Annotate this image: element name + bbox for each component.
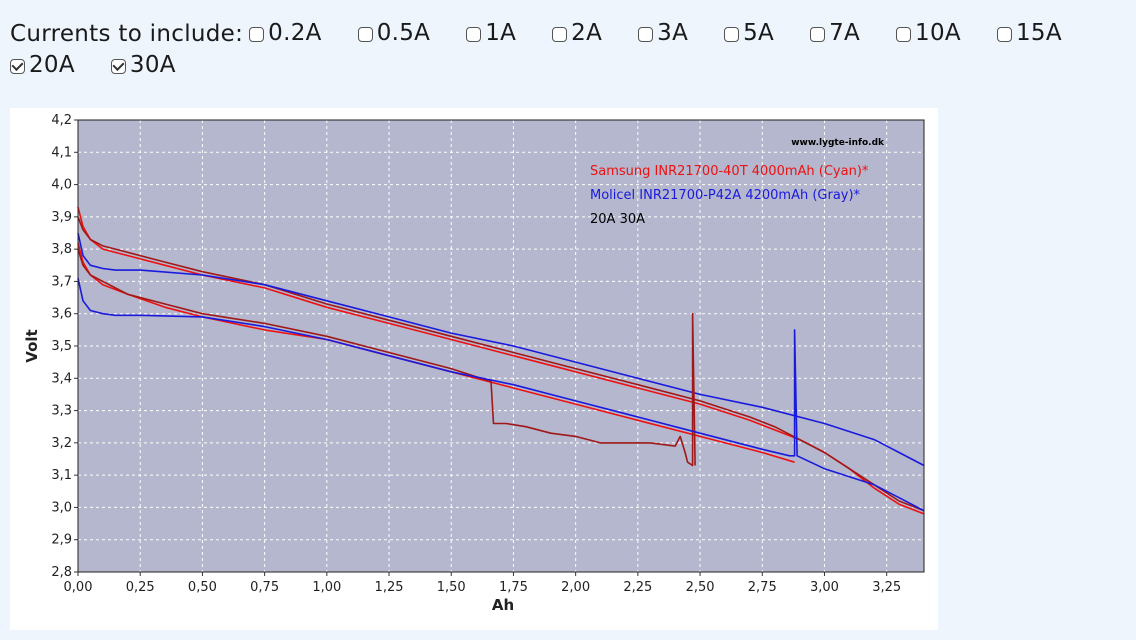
- current-option-2a[interactable]: 2A: [552, 18, 602, 49]
- checkbox-2a[interactable]: [552, 27, 568, 42]
- checkbox-label: 20A: [29, 52, 75, 78]
- current-option-15a[interactable]: 15A: [996, 18, 1062, 49]
- current-option-5a[interactable]: 5A: [724, 18, 774, 49]
- y-tick-label: 2,9: [51, 533, 72, 548]
- y-tick-label: 3,9: [51, 210, 72, 225]
- current-option-3a[interactable]: 3A: [638, 18, 688, 49]
- checkbox-20a[interactable]: [10, 59, 25, 74]
- checkbox-label: 30A: [129, 52, 176, 78]
- y-tick-label: 2,8: [51, 565, 72, 580]
- y-tick-label: 3,7: [51, 274, 72, 289]
- y-tick-label: 3,4: [51, 371, 72, 386]
- x-tick-label: 1,00: [312, 580, 341, 595]
- series-line-5: [77, 248, 696, 467]
- x-tick-label: 1,50: [437, 580, 466, 595]
- checkbox-label: 7A: [829, 20, 861, 46]
- current-option-0-2a[interactable]: 0.2A: [249, 18, 322, 49]
- x-tick-label: 0,50: [188, 580, 217, 595]
- current-option-7a[interactable]: 7A: [810, 18, 860, 49]
- current-option-10a[interactable]: 10A: [896, 18, 961, 49]
- checkbox-7a[interactable]: [810, 27, 826, 42]
- y-tick-label: 3,6: [51, 307, 72, 322]
- x-tick-label: 2,50: [686, 580, 715, 595]
- x-tick-label: 0,00: [64, 580, 93, 595]
- current-options: 0.2A 0.5A 1A 2A 3A 5A 7A 10A 15A 20A 30A: [10, 18, 1098, 81]
- y-tick-label: 3,5: [51, 339, 72, 354]
- x-tick-label: 3,00: [810, 580, 839, 595]
- checkbox-15a[interactable]: [996, 27, 1012, 42]
- checkbox-10a[interactable]: [896, 27, 912, 42]
- series-line-2: [77, 216, 925, 512]
- checkbox-label: 15A: [1015, 20, 1062, 46]
- watermark: www.lygte-info.dk: [791, 138, 885, 148]
- y-tick-label: 4,0: [51, 178, 72, 193]
- current-option-0-5a[interactable]: 0.5A: [357, 18, 431, 49]
- checkbox-label: 5A: [743, 20, 775, 46]
- checkbox-label: 10A: [915, 20, 961, 46]
- checkbox-label: 2A: [571, 20, 603, 46]
- x-tick-label: 2,25: [623, 580, 652, 595]
- checkbox-label: 3A: [657, 20, 689, 46]
- series-line-6: [77, 278, 925, 512]
- current-option-30a[interactable]: 30A: [110, 50, 176, 81]
- current-option-1a[interactable]: 1A: [466, 18, 516, 49]
- checkbox-0-5a[interactable]: [357, 27, 373, 42]
- checkbox-label: 0.5A: [376, 20, 431, 46]
- y-tick-label: 4,1: [51, 145, 72, 160]
- x-axis-label: Ah: [492, 596, 514, 614]
- x-tick-label: 2,75: [748, 580, 777, 595]
- x-tick-label: 1,75: [499, 580, 528, 595]
- filter-label: Currents to include:: [10, 21, 244, 47]
- checkbox-0-2a[interactable]: [249, 27, 265, 42]
- y-tick-label: 3,1: [51, 468, 72, 483]
- y-tick-label: 3,2: [51, 436, 72, 451]
- current-option-20a[interactable]: 20A: [10, 50, 75, 81]
- discharge-chart: 0,00 0,25 0,50 0,75 1,00 1,25 1,50 1,75 2,00 2,25…: [10, 108, 938, 630]
- checkbox-5a[interactable]: [724, 27, 740, 42]
- checkbox-label: 0.2A: [268, 20, 322, 46]
- checkbox-label: 1A: [485, 20, 517, 46]
- y-tick-label: 4,2: [51, 113, 72, 128]
- y-tick-label: 3,0: [51, 500, 72, 515]
- chart-svg: 0,00 0,25 0,50 0,75 1,00 1,25 1,50 1,75 2,00 2,25…: [23, 113, 925, 614]
- y-axis-label: Volt: [23, 329, 41, 362]
- x-tick-label: 1,25: [375, 580, 404, 595]
- x-tick-label: 0,75: [250, 580, 279, 595]
- legend-entry-3: 20A 30A: [590, 212, 645, 227]
- legend-entry-1: Samsung INR21700-40T 4000mAh (Cyan)*: [590, 164, 869, 179]
- x-tick-label: 2,00: [561, 580, 590, 595]
- checkbox-1a[interactable]: [466, 27, 482, 42]
- legend-entry-2: Molicel INR21700-P42A 4200mAh (Gray)*: [590, 188, 861, 203]
- current-filter: Currents to include: 0.2A 0.5A 1A 2A 3A 5A 7A 10…: [10, 18, 1120, 82]
- plot-frame: [77, 119, 925, 573]
- series-line-3: [77, 232, 925, 467]
- checkbox-30a[interactable]: [110, 59, 126, 74]
- y-tick-label: 3,8: [51, 242, 72, 257]
- x-tick-label: 0,25: [126, 580, 155, 595]
- x-tick-label: 3,25: [872, 580, 901, 595]
- checkbox-3a[interactable]: [638, 27, 654, 42]
- y-tick-label: 3,3: [51, 404, 72, 419]
